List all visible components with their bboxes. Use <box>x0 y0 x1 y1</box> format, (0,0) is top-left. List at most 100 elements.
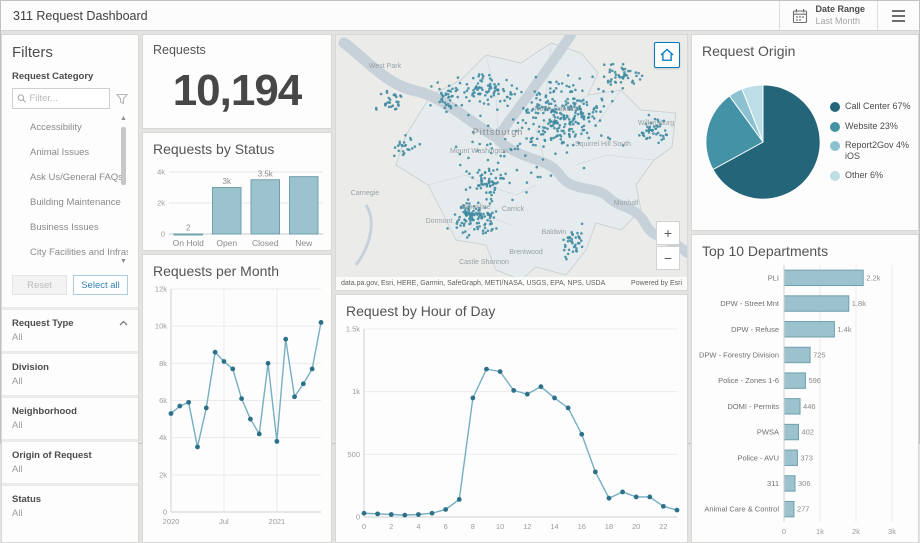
svg-text:4k: 4k <box>157 168 165 177</box>
requests-panel-title: Requests <box>153 43 206 57</box>
legend-item[interactable]: Website 23% <box>830 121 912 132</box>
filters-panel: Filters Request Category Accessibility An… <box>1 34 139 543</box>
map-label: Brentwood <box>509 249 543 256</box>
legend-item[interactable]: Call Center 67% <box>830 101 912 113</box>
requests-count: 10,194 <box>172 65 303 115</box>
map-label: Dormont <box>426 218 453 225</box>
reset-button[interactable]: Reset <box>12 275 67 295</box>
svg-text:Animal Care & Control: Animal Care & Control <box>704 505 779 514</box>
category-item[interactable]: Business Issues <box>30 222 99 233</box>
category-search-box[interactable] <box>12 88 110 109</box>
category-list: Accessibility Animal Issues Ask Us/General… <box>12 115 128 265</box>
calendar-icon <box>793 8 808 23</box>
scroll-thumb[interactable] <box>121 127 126 185</box>
svg-text:DOMI - Permits: DOMI - Permits <box>727 402 779 411</box>
svg-text:1k: 1k <box>352 387 360 396</box>
legend-swatch <box>830 171 840 182</box>
map-label: Munhall <box>614 200 639 207</box>
svg-text:0: 0 <box>161 230 165 239</box>
legend-swatch <box>830 121 840 132</box>
hour-chart-title: Request by Hour of Day <box>346 303 496 319</box>
svg-text:500: 500 <box>347 450 360 459</box>
status-bar-chart: 0 2k 4k 2 On Hold 3k Open 3.5k Closed New <box>143 159 331 250</box>
map-label: Castle Shannon <box>459 259 509 266</box>
category-scrollbar[interactable]: ▲ ▼ <box>119 115 128 265</box>
departments-bar-chart: 0 1k 2k 3k PLI 2.2k DPW - Street Mnt 1.8k DPW - … <box>692 261 918 542</box>
map-label: Baldwin <box>542 229 567 236</box>
svg-text:2.2k: 2.2k <box>866 273 880 282</box>
svg-text:373: 373 <box>800 453 813 462</box>
app-header: 311 Request Dashboard Date Range Last Mo… <box>1 1 919 31</box>
menu-button[interactable] <box>878 1 919 30</box>
requests-count-panel: Requests 10,194 <box>142 34 332 129</box>
legend-item[interactable]: Other 6% <box>830 170 912 182</box>
filter-section-label: Status <box>12 494 42 505</box>
legend-label: Other 6% <box>845 170 884 181</box>
date-range-label: Date Range <box>815 4 865 15</box>
map-canvas[interactable]: West Park North Oakland Pittsburgh Mount Wa… <box>336 35 687 290</box>
filter-section-label: Division <box>12 362 49 373</box>
svg-text:1k: 1k <box>816 527 824 536</box>
zoom-out-button[interactable]: − <box>656 246 680 270</box>
date-range-selector[interactable]: Date Range Last Month <box>779 1 878 30</box>
category-item[interactable]: City Facilities and Infrastructure <box>30 247 128 258</box>
svg-text:596: 596 <box>808 376 821 385</box>
funnel-icon[interactable] <box>116 93 128 105</box>
svg-text:On Hold: On Hold <box>173 238 204 248</box>
status-chart-title: Requests by Status <box>153 141 275 157</box>
legend-item[interactable]: Report2Gov 4% iOS <box>830 140 912 163</box>
category-filter-input[interactable] <box>29 93 105 104</box>
svg-text:Open: Open <box>216 238 237 248</box>
category-item[interactable]: Building Maintenance <box>30 197 121 208</box>
home-button[interactable] <box>654 42 680 68</box>
svg-text:DPW - Forestry Division: DPW - Forestry Division <box>699 350 779 359</box>
scroll-up-icon[interactable]: ▲ <box>120 115 127 122</box>
category-item[interactable]: Ask Us/General FAQs <box>30 172 123 183</box>
top-departments-title: Top 10 Departments <box>702 243 829 259</box>
legend-swatch <box>830 102 840 113</box>
svg-text:1.4k: 1.4k <box>837 325 851 334</box>
month-chart-title: Requests per Month <box>153 263 280 279</box>
top-departments-panel: Top 10 Departments 0 1k 2k 3k PLI 2.2k DPW - S… <box>691 234 919 543</box>
svg-text:6: 6 <box>444 522 448 531</box>
hour-line-chart: 0 500 1k 1.5k 0 2 4 6 8 10 12 14 16 18 20 22 <box>336 321 687 542</box>
filter-section-neighborhood[interactable]: Neighborhood All <box>2 395 138 439</box>
svg-text:8k: 8k <box>159 359 167 368</box>
hamburger-icon <box>892 9 905 12</box>
svg-text:22: 22 <box>659 522 667 531</box>
legend-label: Call Center 67% <box>845 101 911 112</box>
filter-section-division[interactable]: Division All <box>2 351 138 395</box>
legend-label: Report2Gov 4% iOS <box>845 139 910 162</box>
zoom-in-button[interactable]: + <box>656 221 680 245</box>
svg-text:446: 446 <box>803 402 816 411</box>
svg-text:3k: 3k <box>223 177 232 186</box>
pie-legend: Call Center 67% Website 23% Report2Gov 4% i… <box>830 93 912 189</box>
svg-text:2k: 2k <box>159 470 167 479</box>
map-label: Brookline <box>461 204 490 211</box>
map-label: Pittsburgh <box>473 127 524 137</box>
filter-section-origin-of-request[interactable]: Origin of Request All <box>2 439 138 483</box>
filter-section-request-type[interactable]: Request Type All <box>2 307 138 351</box>
svg-text:1.8k: 1.8k <box>852 299 866 308</box>
date-range-value: Last Month <box>815 15 861 26</box>
filter-section-status[interactable]: Status All <box>2 483 138 527</box>
filter-section-value: All <box>12 464 23 475</box>
svg-text:2: 2 <box>186 223 191 232</box>
filter-section-value: All <box>12 420 23 431</box>
svg-text:0: 0 <box>356 513 360 522</box>
svg-text:4: 4 <box>416 522 420 531</box>
svg-text:Police - Zones 1-6: Police - Zones 1-6 <box>718 376 779 385</box>
select-all-button[interactable]: Select all <box>73 275 128 295</box>
month-line-chart: 0 2k 4k 6k 8k 10k 12k 2020 Jul 2021 <box>143 281 331 542</box>
svg-text:Closed: Closed <box>252 238 279 248</box>
category-item[interactable]: Accessibility <box>30 122 82 133</box>
svg-text:0: 0 <box>163 508 167 517</box>
legend-swatch <box>830 140 840 151</box>
legend-label: Website 23% <box>845 120 898 131</box>
svg-text:Police - AVU: Police - AVU <box>737 453 779 462</box>
filter-section-value: All <box>12 508 23 519</box>
svg-text:2021: 2021 <box>269 517 286 526</box>
filter-section-value: All <box>12 376 23 387</box>
scroll-down-icon[interactable]: ▼ <box>120 258 127 265</box>
category-item[interactable]: Animal Issues <box>30 147 90 158</box>
